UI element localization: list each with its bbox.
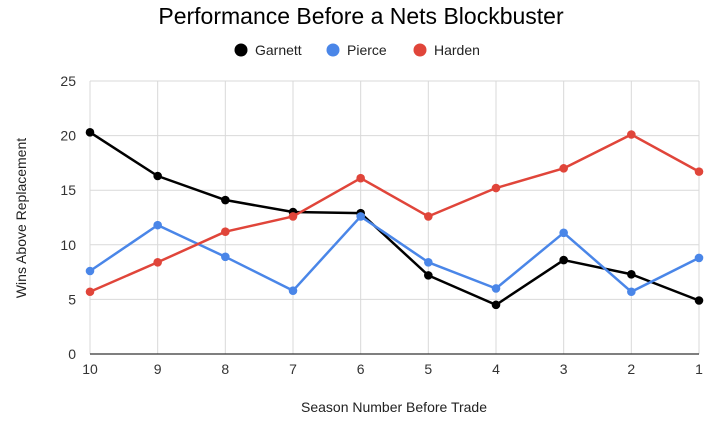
data-point-pierce [288,286,298,295]
series-line-harden [89,133,700,293]
gridlines [89,80,700,354]
x-axis-ticks: 10 9 8 7 6 5 4 3 2 1 [82,361,703,377]
x-tick-label: 6 [357,361,365,377]
data-point-garnett [491,300,501,310]
y-tick-label: 25 [60,73,76,89]
data-point-pierce [221,252,230,262]
data-point-pierce [694,253,704,263]
y-tick-label: 15 [60,182,76,198]
chart-title: Performance Before a Nets Blockbuster [158,3,564,29]
data-point-harden [221,227,230,236]
data-point-harden [288,212,298,221]
y-tick-label: 10 [60,237,76,253]
y-tick-label: 0 [68,346,76,362]
x-tick-label: 9 [154,361,162,377]
data-point-garnett [221,195,230,205]
data-point-garnett [153,171,162,181]
series-line-garnett [89,131,700,307]
data-point-harden [85,287,95,297]
series-layer [85,128,704,310]
data-point-pierce [153,220,162,230]
data-point-garnett [627,269,636,279]
y-axis-label: Wins Above Replacement [13,138,29,298]
data-point-garnett [85,128,95,137]
y-axis-ticks: 0 5 10 15 20 25 [60,73,76,362]
data-point-pierce [559,228,568,238]
legend-item-pierce: Pierce [326,42,387,58]
series-harden [85,130,704,297]
data-point-pierce [491,284,501,293]
data-point-garnett [424,271,433,280]
x-tick-label: 7 [289,361,297,377]
y-tick-label: 5 [68,291,76,307]
legend: Garnett Pierce Harden [234,42,480,58]
data-point-harden [356,173,365,183]
data-point-harden [153,257,162,267]
legend-item-harden: Harden [413,42,480,58]
legend-label: Harden [434,42,480,58]
x-tick-label: 4 [492,361,500,377]
series-pierce [85,212,704,297]
data-point-pierce [424,257,433,267]
data-point-garnett [559,255,568,265]
x-tick-label: 10 [82,361,98,377]
legend-marker [234,43,248,57]
series-line-pierce [89,215,700,294]
x-tick-label: 5 [424,361,432,377]
data-point-harden [424,212,433,221]
data-point-harden [559,164,568,173]
data-point-harden [627,130,636,139]
legend-label: Pierce [347,42,387,58]
series-garnett [85,128,704,310]
x-tick-label: 2 [627,361,635,377]
data-point-harden [694,167,704,176]
legend-marker [413,43,427,57]
x-tick-label: 3 [560,361,568,377]
data-point-pierce [85,266,95,276]
x-axis-label: Season Number Before Trade [301,399,487,415]
data-point-harden [491,183,501,193]
legend-label: Garnett [255,42,302,58]
data-point-pierce [356,212,365,221]
data-point-garnett [694,296,704,305]
y-tick-label: 20 [60,128,76,144]
legend-item-garnett: Garnett [234,42,302,58]
legend-marker [326,43,340,57]
x-tick-label: 1 [695,361,703,377]
x-tick-label: 8 [221,361,229,377]
data-point-pierce [627,287,636,297]
